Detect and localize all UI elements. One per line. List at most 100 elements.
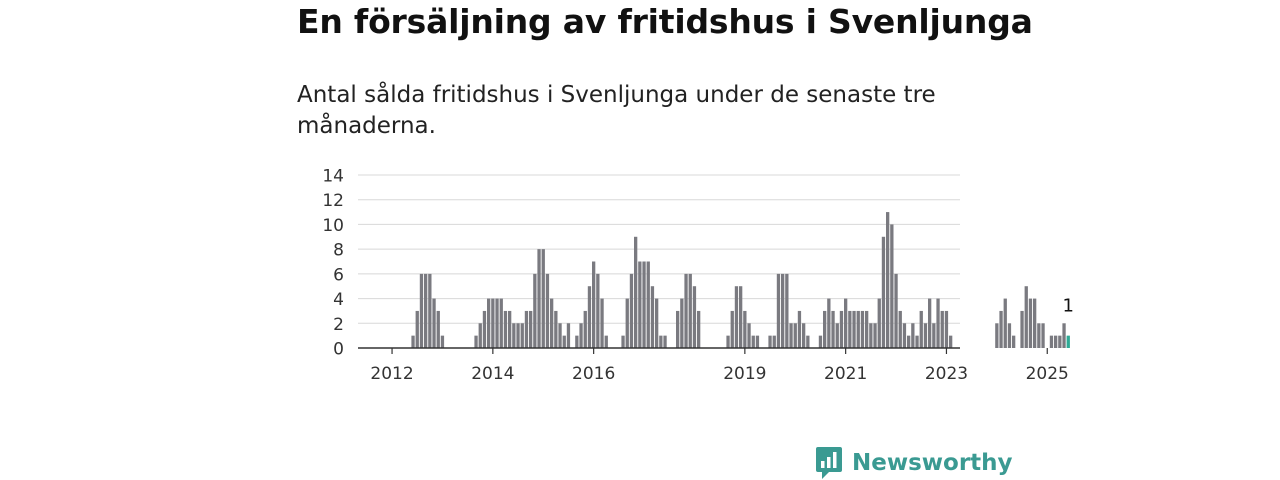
chart-subtitle: Antal sålda fritidshus i Svenljunga unde… [297,82,936,139]
bar [726,335,730,348]
bar [890,224,894,348]
bar [663,335,667,348]
bar [873,323,877,348]
bar [558,323,562,348]
bar [1003,298,1007,348]
bar [432,298,436,348]
x-tick-label: 2012 [370,364,413,384]
bar [478,323,482,348]
bar [604,335,608,348]
bar [743,310,747,348]
bar [655,298,659,348]
bar [562,335,566,348]
bar [625,298,629,348]
bar [835,323,839,348]
bar [776,273,781,348]
bar [898,310,902,348]
bar [491,298,495,348]
bar [999,310,1003,348]
bar [785,273,789,348]
bar [1054,335,1058,348]
bar [600,298,604,348]
bar [1037,323,1041,348]
bar [797,310,802,348]
bar [869,323,873,348]
bar [768,335,772,348]
bar [911,323,915,348]
bar [839,310,844,348]
bar [936,298,940,348]
bar [697,310,701,348]
bar [529,310,533,348]
bar [1020,310,1024,348]
bar [1058,335,1062,348]
bar [928,298,932,348]
bar [789,323,793,348]
bar [881,236,886,348]
bar [516,323,520,348]
bar [646,261,650,348]
bar [860,310,865,348]
bar [844,298,848,348]
bar [411,335,415,348]
bar [1049,335,1054,348]
bar [1007,323,1012,348]
bar [634,236,638,348]
bar [907,335,911,348]
brand-name: Newsworthy [852,450,1013,476]
y-tick-label: 10 [322,216,344,236]
x-tick-label: 2016 [572,364,615,384]
x-tick-label: 2014 [471,364,514,384]
y-tick-label: 6 [333,265,344,285]
bar [680,298,684,348]
bar [487,298,491,348]
bar [915,335,919,348]
bar [1041,323,1045,348]
bar [575,335,579,348]
data-label: 1 [1063,296,1074,317]
bar [995,323,999,348]
bar [659,335,663,348]
bar [419,273,424,348]
bar [1028,298,1033,348]
axis-labels: 0 2 4 6 8 10 12 14 2012 2014 2016 2019 2021 2023 2025 1 [322,167,1074,385]
bar [688,273,692,348]
bar [751,335,755,348]
bar [650,286,655,348]
bar [772,335,776,348]
bar [587,286,592,348]
bar [902,323,907,348]
bar [495,298,499,348]
newsworthy-icon [816,447,842,479]
bar [424,273,428,348]
bar [638,261,642,348]
x-axis [358,347,1048,354]
bar [550,298,554,348]
bar [537,249,541,348]
bar [734,286,739,348]
bar [894,273,898,348]
bar [781,273,785,348]
bar [1024,286,1028,348]
bar [940,310,944,348]
bar-series [411,212,1070,348]
x-tick-label: 2025 [1026,364,1069,384]
y-tick-label: 14 [322,167,344,187]
y-tick-label: 12 [322,191,344,211]
bar [533,273,537,348]
bar [923,323,928,348]
bar [818,335,823,348]
highlight-bar [1066,335,1070,348]
bar [524,310,529,348]
bar [1033,298,1037,348]
y-tick-label: 2 [333,315,344,335]
bar [512,323,516,348]
bar [499,298,503,348]
bar [629,273,634,348]
bar [692,286,697,348]
bar [508,310,512,348]
bar [793,323,797,348]
y-tick-label: 4 [333,290,344,310]
